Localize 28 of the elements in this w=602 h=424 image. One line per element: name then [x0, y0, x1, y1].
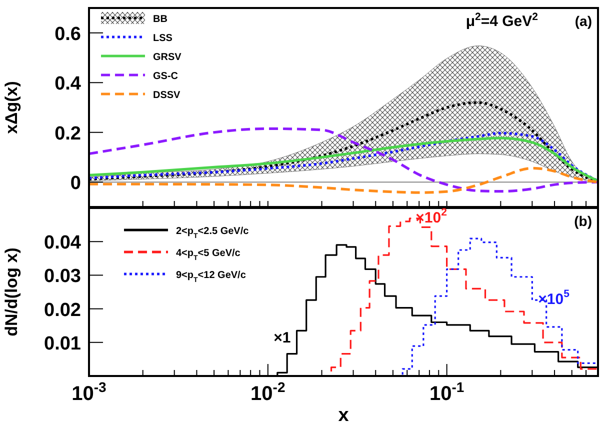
x-axis-title: x: [338, 405, 350, 424]
annotation: ×10$^{5}$: [538, 288, 570, 308]
legend-label: 2<p$_{T}$<2.5 GeV/c: [176, 226, 250, 240]
legend-label: BB: [153, 14, 168, 25]
x-tick-label: 10$^{-2}$: [250, 379, 286, 405]
y-axis-title: xΔg(x): [2, 81, 21, 134]
y-tick-label: 0.02: [44, 300, 81, 321]
annotation: (a): [574, 13, 592, 29]
y-tick-label: 0.6: [54, 24, 81, 45]
legend-label: 4<p$_{T}$<5 GeV/c: [176, 248, 241, 262]
annotation: μ$^{2}$=4 GeV$^{2}$: [466, 11, 538, 30]
annotation: (b): [574, 213, 592, 229]
y-tick-label: 0.01: [44, 333, 82, 354]
legend-label: GRSV: [153, 52, 182, 63]
y-axis-title: dN/d(log x): [2, 248, 21, 336]
legend-label: 9<p$_{T}$<12 GeV/c: [176, 270, 246, 284]
legend-label: LSS: [153, 33, 173, 44]
y-tick-label: 0: [70, 173, 81, 194]
x-tick-label: 10$^{-3}$: [72, 379, 107, 405]
x-tick-label: 10$^{-1}$: [429, 379, 464, 405]
y-tick-label: 0.03: [44, 266, 81, 288]
y-tick-label: 0.04: [44, 232, 82, 254]
y-tick-label: 0.4: [54, 74, 82, 95]
y-tick-label: 0.2: [54, 123, 81, 144]
legend-label: GS-C: [153, 71, 178, 82]
annotation: ×10$^{2}$: [416, 206, 448, 226]
legend-label: DSSV: [153, 90, 181, 101]
annotation: ×1: [274, 330, 291, 347]
